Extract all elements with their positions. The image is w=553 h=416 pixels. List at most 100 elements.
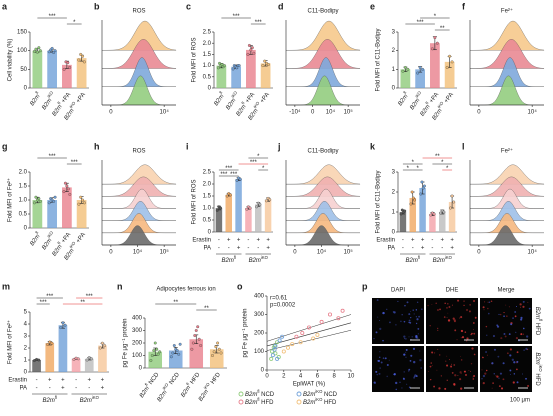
- cell-signal: [519, 303, 522, 306]
- histogram-curve: [101, 176, 177, 197]
- significance-label: *: [412, 160, 415, 166]
- point: [238, 177, 242, 181]
- bar: [264, 199, 272, 232]
- x-tick-label: 10: [348, 374, 355, 380]
- label-part: B2m: [419, 104, 431, 118]
- y-tick-label: 50: [20, 67, 27, 73]
- label-part: B2m: [29, 233, 41, 247]
- cell-signal: [463, 300, 465, 302]
- cell-signal: [465, 308, 469, 312]
- point: [311, 336, 316, 341]
- histogram-curve: [285, 39, 361, 69]
- point: [61, 321, 65, 325]
- cell-signal: [410, 317, 412, 319]
- condition-value: -: [88, 386, 90, 392]
- point: [452, 200, 456, 204]
- label-part: B2m: [180, 385, 192, 399]
- bar: [216, 65, 227, 88]
- y-tick-label: 100: [132, 353, 143, 359]
- condition-value: +: [421, 246, 425, 252]
- cell-signal: [512, 381, 515, 384]
- label-part: +PA: [74, 232, 86, 246]
- point: [275, 340, 280, 345]
- y-tick-label: 400: [132, 316, 143, 322]
- point: [275, 356, 280, 361]
- bar: [245, 208, 252, 232]
- condition-value: -: [257, 246, 259, 252]
- point: [38, 49, 42, 53]
- cell-signal: [451, 363, 453, 365]
- cell-signal: [481, 369, 483, 371]
- cell-signal: [516, 351, 519, 354]
- legend-marker: [238, 391, 244, 397]
- histogram-curve: [286, 188, 360, 209]
- label-part: B2m: [198, 389, 210, 403]
- point: [37, 197, 41, 201]
- label-part: B2m: [41, 97, 53, 111]
- cell-signal: [466, 337, 469, 340]
- point: [37, 46, 41, 50]
- panel-letter: k: [370, 141, 376, 151]
- cell-signal: [522, 333, 525, 335]
- cell-signal: [514, 315, 517, 318]
- bar: [71, 358, 81, 372]
- panel-letter: d: [278, 1, 284, 11]
- point: [68, 66, 72, 69]
- cell-signal: [404, 338, 405, 340]
- label-part: HFD: [534, 321, 540, 336]
- point: [421, 67, 425, 71]
- bar: [400, 69, 411, 88]
- cell-signal: [444, 387, 447, 390]
- x-tick-label: 10⁴: [133, 249, 143, 256]
- point: [216, 66, 220, 70]
- bar: [246, 49, 256, 88]
- panel-title: C11-Bodipy: [308, 9, 339, 15]
- panel-title: ROS: [132, 149, 145, 155]
- point: [327, 312, 332, 317]
- label-part: iKO: [46, 229, 55, 238]
- cell-signal: [382, 339, 384, 342]
- cell-signal: [483, 309, 485, 311]
- point: [82, 60, 86, 64]
- label-part: HFD: [534, 372, 540, 387]
- point: [246, 52, 250, 56]
- point: [156, 352, 160, 356]
- panel-letter: o: [237, 281, 243, 291]
- cell-signal: [415, 375, 418, 378]
- point: [46, 342, 50, 346]
- significance-label: ***: [220, 172, 228, 178]
- cell-signal: [525, 347, 528, 350]
- cell-signal: [438, 387, 441, 390]
- point: [410, 190, 414, 194]
- panel-letter: n: [117, 281, 123, 291]
- histogram-curve: [470, 188, 544, 209]
- cell-signal: [408, 370, 410, 372]
- significance-label: *: [446, 166, 449, 172]
- label-part: NCD: [147, 371, 161, 387]
- legend-marker: [296, 391, 302, 397]
- label-part: B2m: [80, 398, 92, 404]
- panel-title: C11-Bodipy: [308, 149, 339, 155]
- cell-signal: [488, 301, 491, 304]
- cell-signal: [439, 308, 441, 311]
- cell-signal: [490, 300, 493, 303]
- label-part: B2m: [409, 97, 421, 111]
- x-tick-label: B2miKO: [407, 89, 426, 111]
- point: [214, 345, 218, 349]
- bar: [231, 66, 241, 88]
- point: [212, 350, 216, 354]
- point: [81, 198, 84, 202]
- point: [53, 195, 57, 199]
- point: [420, 180, 424, 184]
- condition-value: -: [36, 378, 38, 384]
- point: [47, 50, 51, 54]
- point: [100, 341, 104, 345]
- cell-signal: [471, 347, 474, 350]
- point: [38, 199, 42, 203]
- cell-signal: [439, 354, 441, 356]
- cell-signal: [525, 335, 529, 338]
- significance-label: ***: [49, 154, 57, 160]
- point: [261, 64, 265, 68]
- x-tick-label: 10⁵: [344, 109, 354, 116]
- cell-signal: [386, 375, 388, 378]
